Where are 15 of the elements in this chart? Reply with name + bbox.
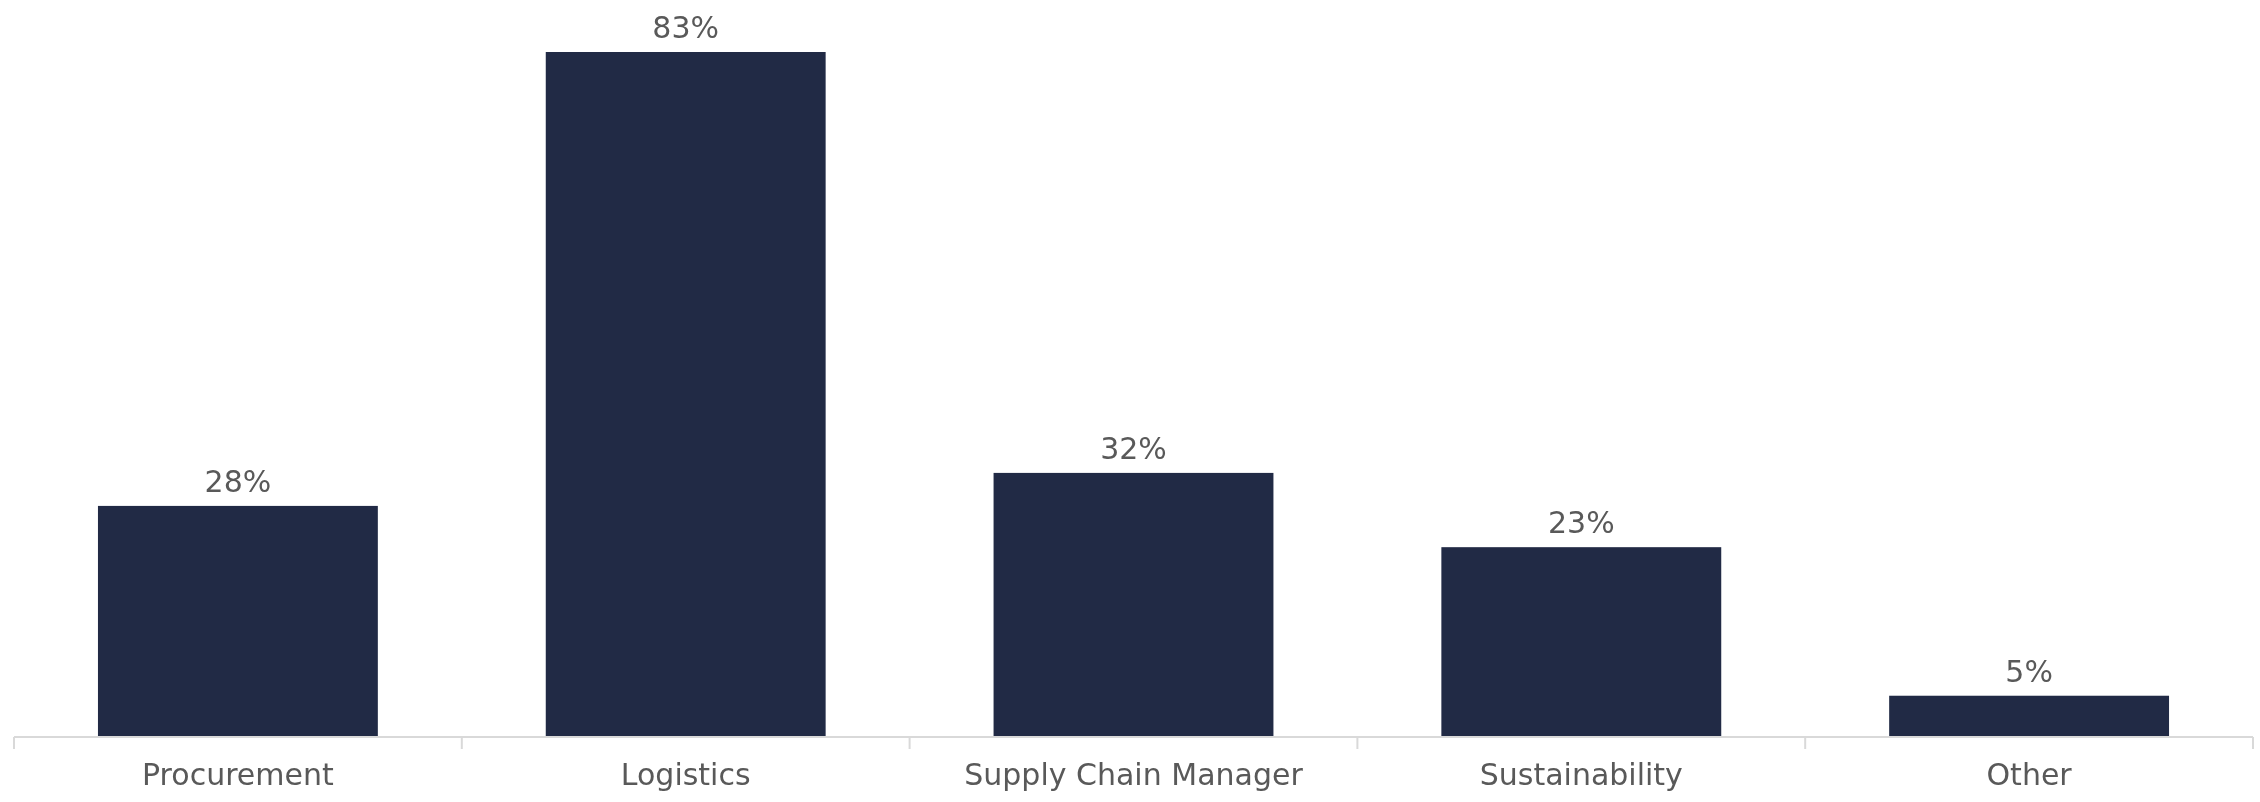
bar bbox=[1889, 695, 2170, 737]
data-label: 5% bbox=[2005, 653, 2053, 689]
data-label: 32% bbox=[1100, 430, 1167, 466]
bar bbox=[97, 505, 378, 737]
data-label: 83% bbox=[652, 10, 720, 45]
bar bbox=[993, 472, 1274, 737]
bar bbox=[545, 52, 826, 737]
x-tick-label: Sustainability bbox=[1479, 757, 1683, 792]
x-tick-label: Logistics bbox=[620, 757, 751, 792]
x-tick-label: Procurement bbox=[142, 757, 334, 792]
bar bbox=[1441, 547, 1722, 737]
x-tick-label: Supply Chain Manager bbox=[964, 757, 1304, 792]
data-label: 28% bbox=[204, 463, 272, 499]
x-tick-label: Other bbox=[1986, 757, 2073, 792]
data-label: 23% bbox=[1547, 505, 1615, 541]
